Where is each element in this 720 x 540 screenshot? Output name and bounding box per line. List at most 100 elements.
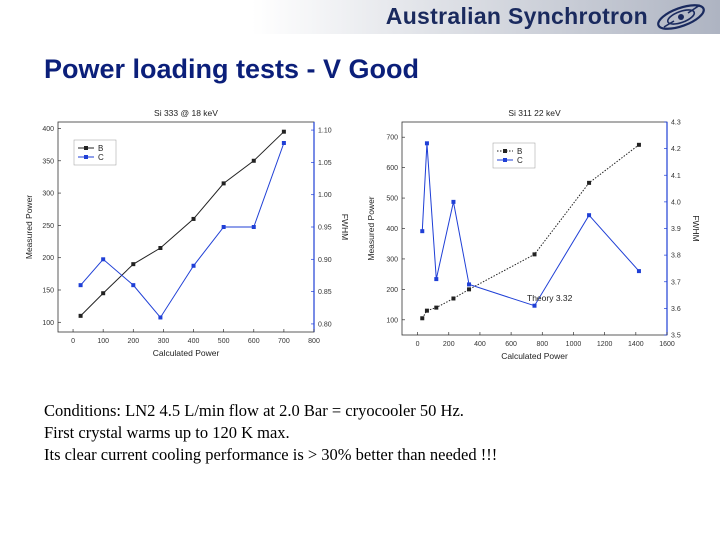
legend-box [492,142,536,169]
x-tick-label: 1000 [566,341,582,348]
y2-tick-label: 3.5 [671,333,681,340]
x-tick-label: 500 [218,338,230,345]
y2-tick-label: 4.1 [671,173,681,180]
x-tick-label: 1200 [597,341,613,348]
series-point-B [587,180,592,185]
x-axis-label: Calculated Power [153,348,220,358]
series-point-B [532,252,537,257]
series-line-C [421,143,640,307]
x-tick-label: 1600 [659,341,675,348]
y2-tick-label: 3.6 [671,306,681,313]
series-point-C [158,315,163,320]
y-tick-label: 400 [386,226,398,233]
y-tick-label: 600 [386,165,398,172]
series-line-C [80,142,285,319]
y2-tick-label: 4.3 [671,120,681,127]
slide-title: Power loading tests - V Good [44,54,420,84]
x-tick-label: 600 [248,338,260,345]
series-point-B [101,291,106,296]
x-tick-label: 800 [536,341,548,348]
y-tick-label: 100 [42,320,54,327]
x-tick-label: 100 [97,338,109,345]
series-line-B [421,144,640,319]
chart-si333: Si 333 @ 18 keV 0 100 200 300 400 500 600 700 800… [24,108,348,358]
synchrotron-orbit-icon [657,4,705,30]
legend-label-B: B [98,144,103,153]
y-tick-label: 200 [386,287,398,294]
series-point-C [131,283,136,288]
series-point-C [434,277,439,282]
series-point-C [281,141,286,145]
series-point-B [251,158,256,163]
x-axis-label: Calculated Power [501,351,568,361]
series-point-B [451,296,456,301]
series-point-B [78,313,83,318]
series-point-C [467,282,472,287]
series-point-B [424,308,429,313]
series-point-C [424,141,429,146]
x-tick-label: 0 [71,338,75,345]
series-line-B [80,131,285,317]
legend-label-B: B [517,147,522,156]
series-point-C [636,269,641,274]
chart-title: Si 333 @ 18 keV [154,108,218,118]
series-point-C [587,213,592,218]
series-point-B [191,216,196,221]
y-tick-label: 200 [42,255,54,262]
series-point-C [191,263,196,268]
series-point-C [78,283,83,288]
series-point-B [221,181,226,186]
series-point-C [420,229,425,234]
y2-tick-label: 4.2 [671,146,681,153]
y2-tick-label: 0.90 [318,257,332,264]
y-tick-label: 150 [42,288,54,295]
legend: BC [73,139,117,166]
conditions-notes: Conditions: LN2 4.5 L/min flow at 2.0 Ba… [44,400,497,466]
y2-tick-label: 0.85 [318,289,332,296]
legend: BC [492,142,536,169]
series-point-C [251,225,256,229]
y2-tick-label: 0.80 [318,321,332,328]
chart-annotation: Theory 3.32 [527,293,573,303]
x-tick-label: 0 [416,341,420,348]
legend-label-C: C [517,156,523,165]
y2-tick-label: 3.9 [671,226,681,233]
legend-marker-C [503,158,507,162]
series-point-B [420,316,425,321]
legend-box [73,139,117,166]
series-point-C [451,199,456,204]
series-point-C [221,225,226,229]
y-tick-label: 700 [386,135,398,142]
y-tick-label: 300 [42,191,54,198]
y-axis-label: Measured Power [366,196,376,260]
y2-tick-label: 1.00 [318,192,332,199]
x-tick-label: 300 [158,338,170,345]
notes-line-conditions: Conditions: LN2 4.5 L/min flow at 2.0 Ba… [44,401,464,420]
y2-tick-label: 3.8 [671,253,681,260]
x-tick-label: 200 [443,341,455,348]
y2-tick-label: 1.05 [318,160,332,167]
chart-si311: Si 311 22 keV 0 200 400 600 800 1000 1200 1400 16… [366,108,701,361]
notes-line-performance: Its clear current cooling performance is… [44,445,498,464]
x-tick-label: 400 [188,338,200,345]
legend-label-C: C [98,153,104,162]
brand-name: Australian Synchrotron [385,3,648,29]
y-axis-label: Measured Power [24,195,34,259]
chart-title: Si 311 22 keV [508,108,561,118]
x-tick-label: 400 [474,341,486,348]
notes-line-crystal: First crystal warms up to 120 K max. [44,423,290,442]
y-tick-label: 400 [42,126,54,133]
y2-tick-label: 3.7 [671,279,681,286]
y2-axis-label: FWHM [691,215,701,241]
x-tick-label: 200 [127,338,139,345]
series-point-B [434,305,439,310]
x-tick-label: 700 [278,338,290,345]
y-tick-label: 350 [42,158,54,165]
series-point-B [158,246,163,250]
banner-gradient [0,0,720,34]
x-tick-label: 800 [308,338,320,345]
series-point-C [101,257,106,262]
y2-tick-label: 1.10 [318,128,332,135]
series-point-B [131,262,136,267]
series-point-B [636,142,641,147]
